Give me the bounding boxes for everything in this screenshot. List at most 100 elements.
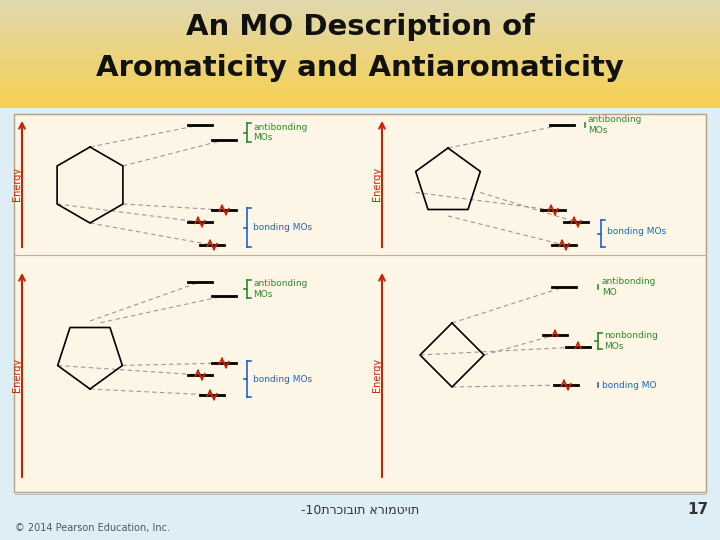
Bar xyxy=(0,69,720,70)
Bar xyxy=(0,59,720,60)
Bar xyxy=(0,102,720,104)
Bar xyxy=(0,57,720,58)
Bar xyxy=(0,30,720,31)
Bar xyxy=(0,49,720,50)
Bar xyxy=(0,64,720,66)
Bar xyxy=(0,76,720,77)
Bar xyxy=(0,87,720,89)
Bar xyxy=(0,33,720,34)
Bar xyxy=(0,70,720,71)
Bar xyxy=(0,94,720,96)
Bar xyxy=(0,35,720,36)
Text: antibonding
MOs: antibonding MOs xyxy=(588,116,642,134)
Text: Energy: Energy xyxy=(372,358,382,392)
Text: Energy: Energy xyxy=(12,167,22,201)
Bar xyxy=(0,104,720,105)
Bar xyxy=(0,19,720,21)
Text: antibonding
MO: antibonding MO xyxy=(602,278,657,296)
Bar xyxy=(0,38,720,39)
Bar xyxy=(0,1,720,3)
Bar xyxy=(0,15,720,16)
Bar xyxy=(0,79,720,81)
Bar xyxy=(0,68,720,69)
Bar xyxy=(0,8,720,9)
Bar xyxy=(0,44,720,46)
Bar xyxy=(0,4,720,5)
Bar xyxy=(0,24,720,25)
Bar xyxy=(0,65,720,66)
Bar xyxy=(0,83,720,85)
Bar xyxy=(0,44,720,45)
Bar xyxy=(0,41,720,42)
Bar xyxy=(0,93,720,94)
Bar xyxy=(0,45,720,47)
Bar xyxy=(0,98,720,99)
Bar xyxy=(0,11,720,12)
Text: © 2014 Pearson Education, Inc.: © 2014 Pearson Education, Inc. xyxy=(15,523,170,533)
Bar xyxy=(0,23,720,24)
Bar xyxy=(0,46,720,48)
Bar xyxy=(0,21,720,23)
Bar xyxy=(0,80,720,82)
Bar xyxy=(0,52,720,54)
Bar xyxy=(0,90,720,92)
Bar xyxy=(0,108,720,540)
Bar xyxy=(0,36,720,37)
Bar xyxy=(0,17,720,18)
Bar xyxy=(0,53,720,55)
Bar xyxy=(0,97,720,98)
Bar xyxy=(0,22,720,23)
Bar xyxy=(0,60,720,62)
Bar xyxy=(0,6,720,8)
Bar xyxy=(0,63,720,64)
Bar xyxy=(0,0,720,1)
Text: bonding MOs: bonding MOs xyxy=(607,227,666,236)
Bar xyxy=(0,29,720,31)
Bar xyxy=(0,106,720,107)
Bar xyxy=(0,78,720,79)
Bar xyxy=(0,55,720,57)
Bar xyxy=(0,1,720,2)
Bar xyxy=(0,16,720,17)
Bar xyxy=(0,14,720,15)
Bar xyxy=(0,84,720,85)
Bar xyxy=(0,92,720,93)
Text: Aromaticity and Antiaromaticity: Aromaticity and Antiaromaticity xyxy=(96,54,624,82)
Bar xyxy=(0,67,720,69)
Text: bonding MO: bonding MO xyxy=(602,381,657,389)
Bar xyxy=(0,86,720,87)
Bar xyxy=(0,105,720,106)
Bar xyxy=(0,26,720,28)
Bar xyxy=(0,25,720,27)
Bar xyxy=(0,40,720,42)
Bar xyxy=(0,5,720,6)
Text: bonding MOs: bonding MOs xyxy=(253,375,312,383)
Text: nonbonding
MOs: nonbonding MOs xyxy=(604,332,658,350)
Bar xyxy=(14,114,706,492)
Bar xyxy=(0,90,720,91)
Bar xyxy=(0,12,720,14)
Bar xyxy=(0,96,720,97)
Bar xyxy=(0,39,720,40)
Bar xyxy=(0,18,720,20)
Bar xyxy=(0,100,720,102)
Bar xyxy=(0,103,720,104)
Bar xyxy=(0,55,720,56)
Bar xyxy=(0,56,720,58)
Bar xyxy=(0,89,720,90)
Bar xyxy=(0,6,720,7)
Bar xyxy=(0,32,720,33)
Bar xyxy=(0,98,720,100)
Bar xyxy=(0,48,720,50)
Text: -10תרכובות ארומטיות: -10תרכובות ארומטיות xyxy=(301,503,419,516)
Text: 17: 17 xyxy=(688,503,708,517)
Text: antibonding
MOs: antibonding MOs xyxy=(253,279,307,299)
Bar xyxy=(0,52,720,53)
Bar xyxy=(0,10,720,12)
Bar xyxy=(0,82,720,84)
Text: antibonding
MOs: antibonding MOs xyxy=(253,123,307,142)
Bar xyxy=(0,37,720,39)
Bar xyxy=(0,62,720,63)
Bar xyxy=(0,13,720,15)
Text: Energy: Energy xyxy=(372,167,382,201)
